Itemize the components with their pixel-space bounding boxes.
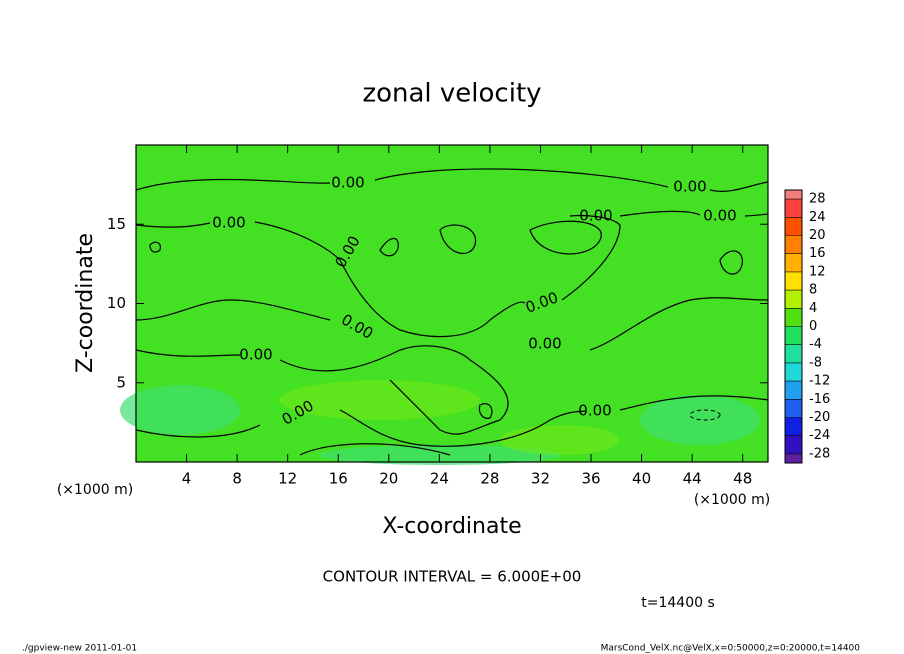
contour-label: 0.00 (578, 402, 611, 420)
colorbar-tick-label: 12 (809, 264, 826, 279)
colorbar-tick-label: -28 (809, 446, 830, 461)
x-tick-label: 8 (232, 470, 242, 488)
colorbar-bin (785, 453, 802, 463)
x-axis-label: X-coordinate (382, 514, 521, 539)
x-tick-label: 4 (182, 470, 192, 488)
colorbar-tick-label: -24 (809, 428, 830, 443)
colorbar-tick-label: -20 (809, 410, 830, 425)
field-patch (320, 445, 560, 465)
contour-line (135, 297, 769, 435)
y-axis-label: Z-coordinate (73, 233, 98, 373)
contour-label: 0.00 (579, 207, 612, 225)
colorbar-tick-label: 0 (809, 319, 817, 334)
contour-interval: CONTOUR INTERVAL = 6.000E+00 (323, 568, 582, 586)
colorbar-tick-label: -8 (809, 355, 822, 370)
colorbar-bin (785, 435, 802, 454)
colorbar-tick-label: 16 (809, 246, 826, 261)
colorbar-tick-label: -16 (809, 392, 830, 407)
x-tick-label: 48 (733, 470, 752, 488)
colorbar-bin (785, 344, 802, 363)
contour-line (135, 210, 769, 338)
x-tick-label: 12 (278, 470, 297, 488)
contour-label: 0.00 (331, 174, 364, 192)
y-tick-label: 5 (116, 373, 126, 391)
contour-label: 0.00 (212, 214, 245, 232)
y-tick-label: 10 (107, 294, 126, 312)
colorbar-bin (785, 190, 802, 200)
x-tick-label: 36 (581, 470, 600, 488)
chart-title: zonal velocity (362, 79, 541, 109)
colorbar-bin (785, 381, 802, 400)
colorbar-tick-label: -12 (809, 374, 830, 389)
colorbar-bin (785, 271, 802, 291)
contour-label: 0.00 (703, 207, 736, 225)
x-tick-label: 16 (329, 470, 348, 488)
x-tick-label: 32 (531, 470, 550, 488)
field-patch (280, 380, 480, 420)
colorbar-tick-label: 20 (809, 228, 826, 243)
colorbar-bin (785, 217, 802, 236)
colorbar-bin (785, 417, 802, 436)
colorbar-bin (785, 253, 802, 272)
colorbar-bin (785, 399, 802, 418)
footer-right: MarsCond_VelX.nc@VelX,x=0:50000,z=0:2000… (601, 644, 861, 654)
colorbar-bin (785, 308, 802, 327)
contour-line (149, 220, 743, 419)
contour-label: 0.00 (239, 346, 272, 364)
colorbar-bin (785, 326, 802, 345)
x-unit-right: (×1000 m) (694, 492, 770, 508)
x-tick-label: 24 (430, 470, 449, 488)
contour-line (689, 409, 721, 421)
contour-label: 0.00 (673, 178, 706, 196)
colorbar-tick-label: 28 (809, 192, 826, 207)
contour-line (135, 168, 769, 192)
colorbar-tick-label: 4 (809, 301, 817, 316)
colorbar-tick-label: -4 (809, 337, 822, 352)
field (120, 145, 769, 465)
x-unit: (×1000 m) (57, 482, 133, 498)
contour-label: 0.00 (528, 335, 561, 353)
contour-line (135, 395, 769, 456)
colorbar-bin (785, 290, 802, 309)
colorbar-tick-label: 8 (809, 283, 817, 298)
colorbar-bin (785, 199, 802, 218)
x-tick-label: 28 (480, 470, 499, 488)
field-patch (500, 425, 620, 455)
footer-left: ./gpview-new 2011-01-01 (22, 644, 137, 654)
colorbar-bin (785, 362, 802, 382)
colorbar-bin (785, 235, 802, 254)
field-patch (120, 385, 240, 435)
time-label: t=14400 s (641, 595, 715, 611)
colorbar-tick-label: 24 (809, 210, 826, 225)
y-tick-label: 15 (107, 215, 126, 233)
x-tick-label: 44 (683, 470, 702, 488)
x-tick-label: 20 (379, 470, 398, 488)
x-tick-label: 40 (632, 470, 651, 488)
